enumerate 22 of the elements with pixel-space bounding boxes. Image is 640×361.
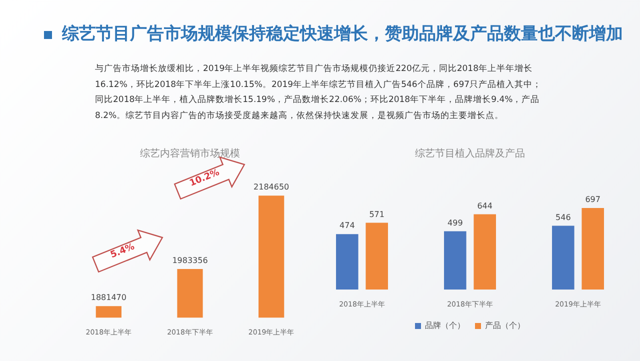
data-label: 697 xyxy=(585,195,600,204)
data-label: 546 xyxy=(556,212,571,222)
data-label: 474 xyxy=(340,221,355,230)
data-label: 644 xyxy=(477,201,492,210)
bar xyxy=(336,234,358,290)
bar xyxy=(474,214,496,290)
data-label: 1983356 xyxy=(172,256,208,266)
legend-label: 产品（个） xyxy=(485,321,525,330)
chart-title: 综艺内容营销市场规模 xyxy=(140,148,240,160)
text: 与广告市场增长放缓相比，2019年上半年视频综艺节目广告市场规模仍接近220亿元，同比2018年上半年增长16.12%，环比2018年下半年上涨10.15%。2019年上半年综艺节目植入广告546个品牌，697只产品植入其中；同比2018年上半年，植入品牌数增长15.19%，产品数增长22.06%；环比2018年下半年，品牌增长9.4%，产品8.2%。综艺节目内容广告的市场接受度越来越高，依然保持快速发展，是视频广告市场的主要增长点。 xyxy=(95,62,543,122)
annotation: 5.4% xyxy=(108,241,138,263)
data-label: 1881470 xyxy=(90,293,126,302)
legend-label: 品牌（个） xyxy=(425,321,465,330)
data-label: 571 xyxy=(369,210,384,219)
bar xyxy=(582,208,604,290)
data-label: 499 xyxy=(448,218,463,228)
text: 综艺节目广告市场规模保持稳定快速增长，赞助品牌及产品数量也不断增加 xyxy=(62,23,623,45)
data-label: 2184650 xyxy=(254,182,290,192)
bar xyxy=(366,222,388,290)
chart-title: 综艺节目植入品牌及产品 xyxy=(415,148,525,160)
bar xyxy=(552,226,574,290)
bar xyxy=(444,231,466,290)
